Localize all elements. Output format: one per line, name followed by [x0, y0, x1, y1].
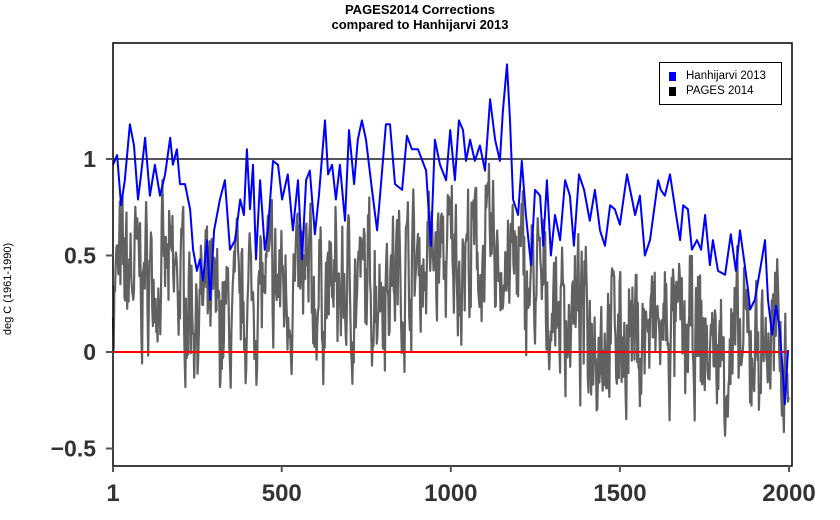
axes-layer: −0.500.511 500 1000 1500 2000 — [51, 42, 816, 507]
y-tick-label: −0.5 — [51, 436, 97, 462]
legend-item-hanhijarvi: Hanhijarvi 2013 — [669, 70, 766, 82]
chart-title-line-2: compared to Hanhijarvi 2013 — [331, 17, 509, 32]
y-tick-label: 1 — [83, 146, 96, 172]
x-tick-label: 1500 — [593, 480, 646, 507]
plot-frame — [112, 42, 793, 467]
legend-item-pages: PAGES 2014 — [669, 85, 754, 97]
legend-label: Hanhijarvi 2013 — [686, 70, 766, 82]
series-layer — [111, 63, 792, 437]
x-tick-label: 500 — [262, 480, 302, 507]
y-axis-label: deg C (1961-1990) — [2, 242, 14, 336]
legend-swatch-black — [669, 86, 676, 96]
y-tick-label: 0.5 — [64, 243, 96, 269]
series-pages-2014 — [111, 162, 790, 437]
x-tick-label: 1 — [106, 480, 119, 507]
chart-title: PAGES2014 Corrections compared to Hanhij… — [0, 2, 840, 32]
chart-title-line-1: PAGES2014 Corrections — [344, 2, 496, 17]
legend-label: PAGES 2014 — [686, 85, 754, 97]
legend: Hanhijarvi 2013 PAGES 2014 — [659, 62, 782, 105]
series-hanhijarvi-2013 — [112, 63, 789, 406]
y-tick-label: 0 — [83, 339, 96, 365]
x-tick-label: 2000 — [762, 480, 815, 507]
x-tick-label: 1000 — [424, 480, 477, 507]
legend-swatch-blue — [669, 71, 676, 81]
